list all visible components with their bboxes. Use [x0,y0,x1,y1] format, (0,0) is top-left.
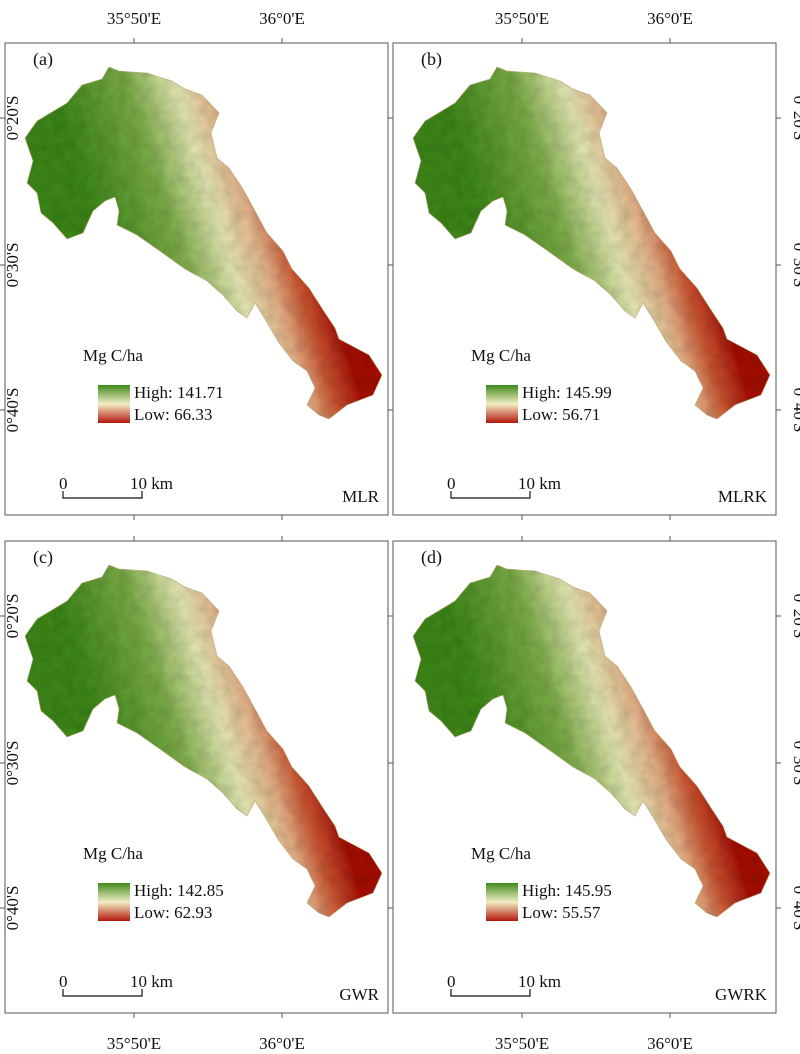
legend-high: High: 145.95 [522,881,612,900]
lat-label-right: 0°40'S [790,388,800,433]
scale-label: 10 km [518,474,561,493]
lon-label-top: 35°50'E [495,9,549,28]
scale-bar: 0 10 km [447,474,561,499]
legend-low: Low: 56.71 [522,405,600,424]
legend-color-ramp [98,883,130,921]
method-label: MLR [342,487,380,506]
map-panel-gwr: (c) Mg C/ha High: 142.85 Low: 62.93 0 10 km GW… [0,536,393,1018]
map-panel-mlr: (a) Mg C/ha High: 141.71 Low: 66.33 0 10 km ML… [0,38,393,520]
legend-title: Mg C/ha [83,346,143,365]
map-frame [4,540,389,1014]
lat-label-left: 0°40'S [3,886,22,931]
legend: Mg C/ha High: 141.71 Low: 66.33 [83,346,224,424]
lat-label-right: 0°30'S [790,741,800,786]
legend-title: Mg C/ha [471,346,531,365]
study-area-map [412,66,771,420]
lat-label-left: 0°20'S [3,594,22,639]
legend-color-ramp [98,385,130,423]
scale-zero: 0 [447,972,456,991]
map-frame [392,42,777,516]
scale-bar: 0 10 km [447,972,561,997]
lon-label-top: 36°0'E [259,9,305,28]
lon-label-bottom: 35°50'E [495,1034,549,1053]
lat-label-right: 0°20'S [790,594,800,639]
scale-line [450,491,531,499]
scale-line [450,989,531,997]
method-label: MLRK [718,487,768,506]
panel-letter: (d) [421,547,442,568]
scale-bar: 0 10 km [59,474,173,499]
legend-high: High: 145.99 [522,383,612,402]
lat-label-left: 0°40'S [3,388,22,433]
scale-line [62,989,143,997]
scale-label: 10 km [518,972,561,991]
study-area-map [24,564,383,918]
panel-letter: (a) [33,49,53,70]
scale-zero: 0 [447,474,456,493]
scale-bar: 0 10 km [59,972,173,997]
lat-label-left: 0°30'S [3,741,22,786]
legend-high: High: 142.85 [134,881,224,900]
lon-label-bottom: 36°0'E [647,1034,693,1053]
lat-label-right: 0°40'S [790,886,800,931]
lat-label-right: 0°30'S [790,243,800,288]
map-panel-mlrk: (b) Mg C/ha High: 145.99 Low: 56.71 0 10 km ML… [388,38,781,520]
legend: Mg C/ha High: 145.99 Low: 56.71 [471,346,612,424]
lon-label-top: 36°0'E [647,9,693,28]
legend-color-ramp [486,385,518,423]
lat-label-left: 0°20'S [3,96,22,141]
legend-low: Low: 55.57 [522,903,601,922]
legend-color-ramp [486,883,518,921]
scale-zero: 0 [59,972,68,991]
legend-title: Mg C/ha [471,844,531,863]
panel-letter: (c) [33,547,53,568]
scale-label: 10 km [130,474,173,493]
legend-high: High: 141.71 [134,383,224,402]
method-label: GWRK [715,985,768,1004]
legend-low: Low: 62.93 [134,903,212,922]
lon-label-bottom: 35°50'E [107,1034,161,1053]
panel-letter: (b) [421,49,442,70]
scale-zero: 0 [59,474,68,493]
lat-label-left: 0°30'S [3,243,22,288]
lat-label-right: 0°20'S [790,96,800,141]
study-area-map [24,66,383,420]
map-frame [4,42,389,516]
legend-low: Low: 66.33 [134,405,212,424]
legend: Mg C/ha High: 145.95 Low: 55.57 [471,844,612,922]
map-panel-gwrk: (d) Mg C/ha High: 145.95 Low: 55.57 0 10 km GW… [388,536,781,1018]
method-label: GWR [339,985,379,1004]
scale-label: 10 km [130,972,173,991]
map-frame [392,540,777,1014]
legend: Mg C/ha High: 142.85 Low: 62.93 [83,844,224,922]
lon-label-bottom: 36°0'E [259,1034,305,1053]
lon-label-top: 35°50'E [107,9,161,28]
legend-title: Mg C/ha [83,844,143,863]
scale-line [62,491,143,499]
study-area-map [412,564,771,918]
